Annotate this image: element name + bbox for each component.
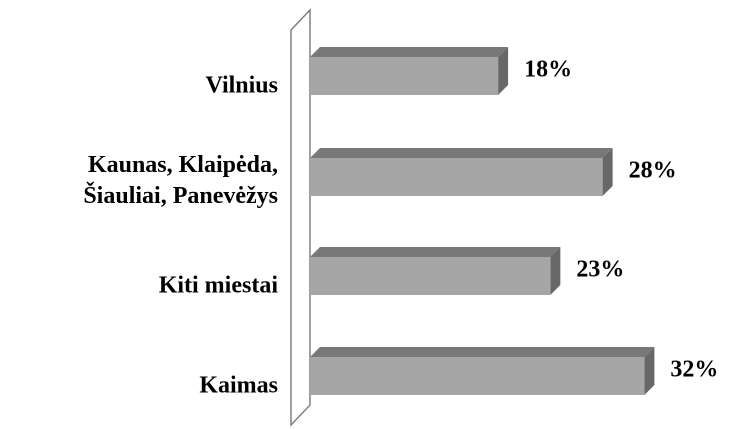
bar — [310, 47, 509, 95]
bar — [310, 148, 613, 196]
bar — [310, 347, 655, 395]
bar-front — [310, 158, 603, 196]
value-label: 18% — [524, 56, 573, 83]
category-label: Kiti miestai — [158, 272, 278, 299]
bar-top — [310, 347, 655, 357]
bar-front — [310, 357, 645, 395]
bar-top — [310, 47, 509, 57]
bar-side — [498, 47, 509, 95]
bar-front — [310, 57, 499, 95]
category-label: Kaunas, Klaipėda, Šiauliai, Panevėžys — [83, 152, 278, 209]
bar — [310, 247, 561, 295]
bar-side — [550, 247, 561, 295]
category-label: Vilnius — [205, 72, 278, 99]
value-label: 23% — [576, 256, 625, 283]
value-label: 32% — [670, 356, 719, 383]
bar-side — [644, 347, 655, 395]
bar-side — [602, 148, 613, 196]
value-label: 28% — [628, 157, 677, 184]
bar-top — [310, 148, 613, 158]
bar-front — [310, 257, 551, 295]
bar-top — [310, 247, 561, 257]
axis-wall — [290, 8, 311, 427]
category-label: Kaimas — [199, 372, 278, 399]
